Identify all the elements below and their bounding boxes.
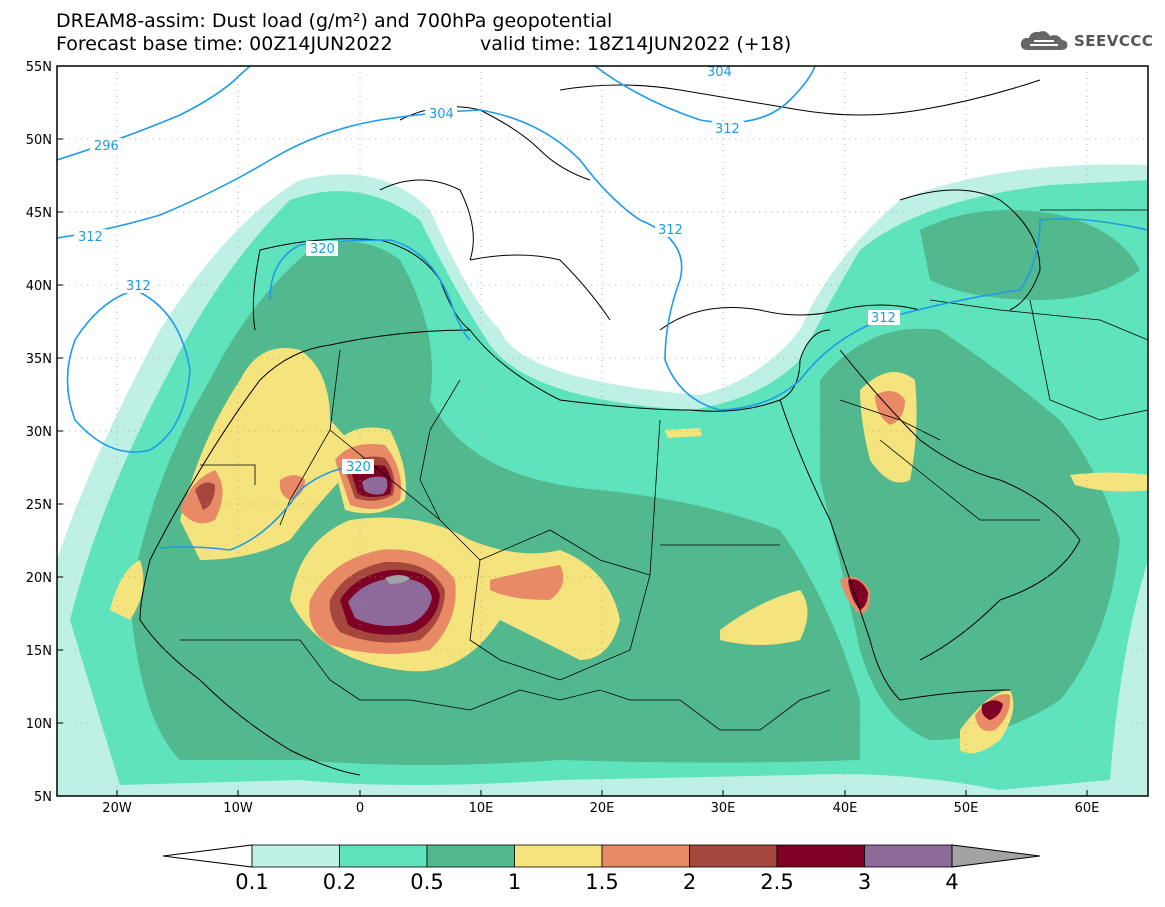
lat-tick-label: 40N xyxy=(26,279,52,294)
lat-tick-label: 50N xyxy=(26,133,52,148)
colorbar-swatch xyxy=(251,844,340,868)
lon-tick-label: 30E xyxy=(711,801,736,816)
map-field xyxy=(57,66,1148,796)
map-title: DREAM8-assim: Dust load (g/m²) and 700hP… xyxy=(56,10,613,32)
lon-tick-label: 0 xyxy=(356,801,364,816)
contour-label-312: 304 xyxy=(429,107,454,122)
contour-label-312: 312 xyxy=(871,311,896,326)
colorbar-swatch xyxy=(339,844,428,868)
colorbar xyxy=(162,844,1041,868)
contour-label-320: 320 xyxy=(310,242,335,257)
contour-label-296: 304 xyxy=(707,65,732,80)
seevccc-logo: SEEVCCC xyxy=(1018,26,1153,56)
colorbar-label: 1.5 xyxy=(585,870,619,894)
lon-tick-label: 40E xyxy=(833,801,858,816)
colorbar-label: 2 xyxy=(682,870,697,894)
geopotential-contours xyxy=(57,66,1148,551)
lon-tick-label: 20W xyxy=(102,801,132,816)
coastlines xyxy=(139,79,1081,776)
lat-tick-label: 10N xyxy=(26,717,52,732)
contour-label-304: 312 xyxy=(715,122,740,137)
colorbar-label: 3 xyxy=(857,870,872,894)
lat-tick-label: 55N xyxy=(26,60,52,75)
lat-tick-label: 15N xyxy=(26,644,52,659)
forecast-base-time: Forecast base time: 00Z14JUN2022 xyxy=(56,33,393,55)
colorbar-swatch xyxy=(426,844,515,868)
contour-labels: 296 304 304 312 312 312 312 312 320 320 xyxy=(74,65,900,475)
colorbar-label: 0.2 xyxy=(322,870,357,894)
colorbar-swatch xyxy=(689,844,778,868)
contour-label-312: 312 xyxy=(78,230,103,245)
contour-label-320: 320 xyxy=(346,460,371,475)
contour-label-312: 312 xyxy=(658,223,683,238)
lat-tick-label: 25N xyxy=(26,498,52,513)
lat-tick-label: 45N xyxy=(26,206,52,221)
colorbar-swatch xyxy=(864,844,953,868)
latitude-ticks: 55N 50N 45N 40N 35N 30N 25N 20N 15N 10N 5N xyxy=(26,60,63,805)
lat-tick-label: 35N xyxy=(26,352,52,367)
lon-tick-label: 60E xyxy=(1075,801,1100,816)
longitude-ticks: 20W 10W 0 10E 20E 30E 40E 50E 60E xyxy=(102,790,1099,816)
colorbar-max-arrow xyxy=(951,844,1041,868)
colorbar-label: 0.5 xyxy=(410,870,444,894)
lat-tick-label: 30N xyxy=(26,425,52,440)
lon-tick-label: 50E xyxy=(954,801,979,816)
colorbar-swatch xyxy=(776,844,865,868)
contour-label-312: 312 xyxy=(126,279,151,294)
colorbar-swatch xyxy=(514,844,603,868)
colorbar-label: 1 xyxy=(507,870,522,894)
lon-tick-label: 10E xyxy=(469,801,494,816)
colorbar-swatch xyxy=(601,844,690,868)
valid-time: valid time: 18Z14JUN2022 (+18) xyxy=(480,33,792,55)
lon-tick-label: 20E xyxy=(590,801,615,816)
contour-label-304: 296 xyxy=(94,139,119,154)
logo-text: SEEVCCC xyxy=(1074,32,1154,50)
colorbar-min-arrow xyxy=(162,844,253,868)
lat-tick-label: 5N xyxy=(34,790,52,805)
dust-level-4 xyxy=(385,575,410,584)
colorbar-label: 2.5 xyxy=(760,870,794,894)
colorbar-label: 0.1 xyxy=(235,870,269,894)
lon-tick-label: 10W xyxy=(223,801,253,816)
dust-level-3 xyxy=(348,476,432,626)
borders xyxy=(180,209,1148,731)
lat-tick-label: 20N xyxy=(26,571,52,586)
colorbar-label: 4 xyxy=(945,870,959,894)
cloud-icon xyxy=(1020,31,1068,50)
